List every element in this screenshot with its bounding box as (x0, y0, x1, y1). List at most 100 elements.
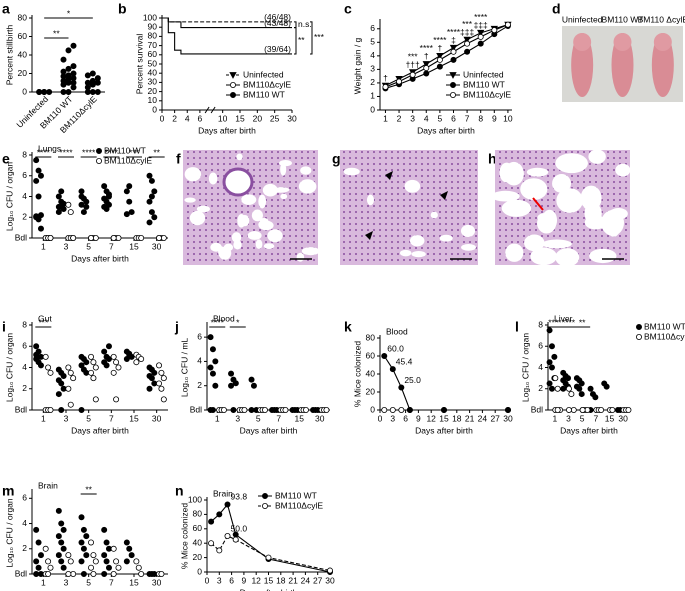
y-tick-label: 30 (148, 77, 158, 87)
vessel (222, 167, 254, 197)
marker (126, 183, 133, 190)
x-tick-label: 9 (416, 413, 421, 423)
y-tick-label: 4 (22, 191, 27, 201)
marker (110, 545, 117, 552)
marker (146, 385, 153, 392)
marker (65, 201, 72, 208)
marker (70, 375, 77, 382)
y-tick-label: 4 (538, 362, 543, 372)
series-line (210, 535, 331, 572)
marker (436, 56, 443, 63)
marker (37, 552, 44, 559)
marker (101, 348, 108, 355)
marker (220, 406, 227, 413)
x-axis-label: Days after birth (198, 125, 256, 135)
significance-label: **** (447, 27, 461, 37)
x-axis-label: Days after birth (71, 589, 129, 591)
alveolus (233, 240, 242, 250)
alveolus (526, 167, 549, 177)
alveolus (223, 243, 234, 252)
x-tick-label: 9 (492, 113, 497, 123)
marker (241, 406, 248, 413)
marker (78, 514, 85, 521)
marker (37, 225, 44, 232)
x-tick-label: 15 (129, 577, 139, 587)
x-tick-label: 5 (256, 413, 261, 423)
legend-marker (229, 82, 236, 89)
marker (133, 359, 140, 366)
marker (35, 167, 42, 174)
panel-title: Blood (386, 326, 408, 336)
alveolus (236, 153, 243, 161)
marker (123, 355, 130, 362)
panel-title: Blood (213, 313, 235, 323)
significance-label: * (67, 8, 71, 18)
y-tick-label: 8 (22, 149, 27, 159)
y-tick-label: 80 (366, 332, 376, 342)
alveolus (439, 234, 453, 242)
marker (88, 234, 95, 241)
marker (65, 47, 72, 54)
marker (138, 234, 145, 241)
alveolus (556, 188, 584, 213)
marker (60, 526, 67, 533)
alveolus (251, 209, 263, 222)
y-tick-label: Bdl (531, 404, 543, 414)
x-tick-label: 27 (490, 413, 500, 423)
marker (70, 234, 77, 241)
x-axis-label: Days after birth (71, 253, 129, 263)
x-tick-label: 30 (618, 413, 628, 423)
y-tick-label: 100 (143, 12, 157, 22)
x-tick-label: 0 (160, 113, 165, 123)
alveolus (520, 178, 548, 201)
x-tick-label: 9 (242, 575, 247, 585)
marker (78, 539, 85, 546)
pup-head (653, 33, 672, 51)
marker (35, 193, 42, 200)
x-tick-label: 15 (235, 113, 245, 123)
alveolus (399, 249, 412, 257)
significance-label: ††† (406, 59, 420, 69)
marker (47, 406, 54, 413)
y-tick-label: 8 (538, 319, 543, 329)
marker (491, 27, 498, 34)
x-tick-label: 1 (41, 241, 46, 251)
x-tick-label: 30 (152, 413, 162, 423)
marker (504, 406, 511, 413)
x-tick-label: 3 (64, 241, 69, 251)
x-tick-label: 1 (383, 113, 388, 123)
marker (83, 533, 90, 540)
marker (138, 571, 145, 578)
value-label: 50.0 (231, 523, 248, 533)
marker (138, 355, 145, 362)
alveolus (411, 250, 426, 258)
marker (464, 48, 471, 55)
marker (92, 558, 99, 565)
marker (409, 71, 416, 78)
x-tick-label: 7 (465, 113, 470, 123)
marker (598, 406, 605, 413)
marker (126, 198, 133, 205)
end-label: (46/48) (264, 12, 291, 22)
y-axis-label: % Mice colonized (352, 341, 362, 407)
marker (78, 201, 85, 208)
marker (208, 540, 215, 547)
marker (33, 213, 40, 220)
panel-label: h (488, 151, 497, 167)
marker (89, 89, 96, 96)
marker (323, 406, 330, 413)
marker (89, 70, 96, 77)
legend-marker (449, 92, 456, 99)
legend-marker (96, 157, 103, 164)
marker (45, 558, 52, 565)
x-tick-label: 15 (129, 413, 139, 423)
x-tick-label: 5 (580, 413, 585, 423)
panel-label: i (2, 319, 6, 335)
y-tick-label: 5 (370, 37, 375, 47)
significance-label: ** (85, 484, 92, 494)
alveolus (541, 239, 572, 249)
marker (156, 234, 163, 241)
marker (65, 364, 72, 371)
significance-label: ‡‡‡ (460, 27, 474, 37)
marker (128, 209, 135, 216)
